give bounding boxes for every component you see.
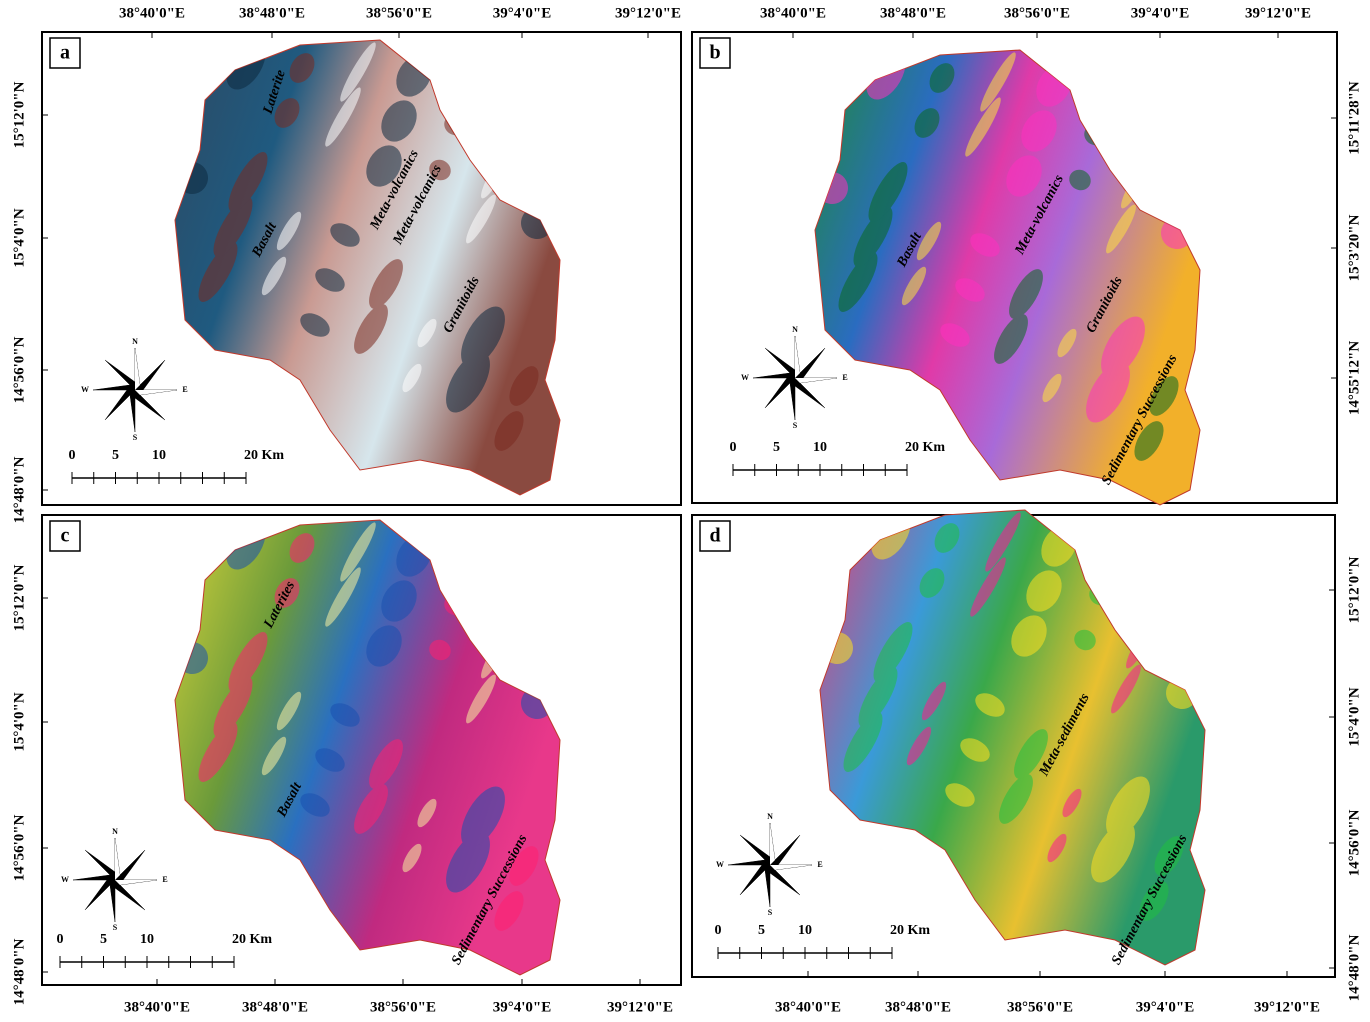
longitude-label: 38°40'0"E [124,999,190,1015]
latitude-label: 14°48'0"N [11,456,27,523]
longitude-label: 38°56'0"E [366,5,432,21]
longitude-label: 39°4'0"E [1136,999,1195,1015]
longitude-label: 39°4'0"E [1131,5,1190,21]
map-panel: a 38°40'0"E 38°48'0"E 38°56'0"E 39°4'0"E 39°1… [11,5,681,523]
scale-label: 20 Km [244,448,284,463]
scale-label: 0 [57,932,64,947]
longitude-label: 39°12'0"E [1254,999,1320,1015]
latitude-label: 15°4'0"N [11,692,27,751]
scale-label: 10 [152,448,166,463]
longitude-label: 38°40'0"E [760,5,826,21]
longitude-label: 38°40'0"E [775,999,841,1015]
map-panel: c 38°40'0"E 38°48'0"E 38°56'0"E 39°4'0"E 39°1… [11,512,681,1016]
latitude-label: 14°56'0"N [1346,809,1362,876]
compass-letter: W [81,385,89,394]
figure: a 38°40'0"E 38°48'0"E 38°56'0"E 39°4'0"E 39°1… [0,0,1370,1022]
compass-letter: S [768,908,773,917]
latitude-label: 14°48'0"N [11,938,27,1005]
longitude-label: 38°48'0"E [242,999,308,1015]
scale-label: 0 [730,440,737,455]
scale-label: 20 Km [232,932,272,947]
longitude-label: 38°48'0"E [880,5,946,21]
scale-label: 10 [798,923,812,938]
compass-letter: E [842,373,847,382]
longitude-label: 39°12'0"E [615,5,681,21]
compass-letter: E [162,875,167,884]
longitude-label: 38°40'0"E [119,5,185,21]
compass-letter: N [132,337,138,346]
latitude-label: 15°12'0"N [11,564,27,631]
scale-label: 0 [69,448,76,463]
map-panel: d 38°40'0"E 38°48'0"E 38°56'0"E 39°4'0"E 39°1… [692,502,1362,1016]
longitude-label: 38°56'0"E [370,999,436,1015]
map-panel: b 38°40'0"E 38°48'0"E 38°56'0"E 39°4'0"E 39°1… [692,5,1362,505]
panel-label: d [709,525,720,547]
scale-label: 5 [100,932,107,947]
longitude-label: 39°4'0"E [493,999,552,1015]
latitude-label: 15°3'20"N [1346,214,1362,281]
compass-letter: S [793,421,798,430]
latitude-label: 15°12'0"N [1346,556,1362,623]
latitude-label: 15°11'28"N [1346,81,1362,155]
scale-label: 5 [773,440,780,455]
scale-label: 5 [758,923,765,938]
scale-label: 0 [715,923,722,938]
compass-letter: N [792,325,798,334]
longitude-label: 38°48'0"E [239,5,305,21]
compass-letter: E [817,860,822,869]
compass-letter: S [113,923,118,932]
scale-label: 10 [813,440,827,455]
longitude-label: 38°56'0"E [1007,999,1073,1015]
longitude-label: 39°12'0"E [1245,5,1311,21]
latitude-label: 15°12'0"N [11,81,27,148]
scale-label: 20 Km [890,923,930,938]
compass-letter: W [741,373,749,382]
longitude-label: 38°56'0"E [1004,5,1070,21]
scale-label: 20 Km [905,440,945,455]
longitude-label: 38°48'0"E [885,999,951,1015]
latitude-label: 14°56'0"N [11,814,27,881]
compass-letter: E [182,385,187,394]
compass-letter: N [112,827,118,836]
compass-letter: W [61,875,69,884]
latitude-label: 15°4'0"N [1346,687,1362,746]
latitude-label: 15°4'0"N [11,208,27,267]
latitude-label: 14°56'0"N [11,336,27,403]
longitude-label: 39°12'0"E [607,999,673,1015]
panel-label: a [60,42,70,64]
latitude-label: 14°55'12"N [1346,341,1362,415]
panel-label: b [709,42,720,64]
latitude-label: 14°48'0"N [1346,934,1362,1001]
longitude-label: 39°4'0"E [493,5,552,21]
compass-letter: N [767,812,773,821]
compass-letter: W [716,860,724,869]
scale-label: 10 [140,932,154,947]
compass-letter: S [133,433,138,442]
scale-label: 5 [112,448,119,463]
panel-label: c [61,525,70,547]
